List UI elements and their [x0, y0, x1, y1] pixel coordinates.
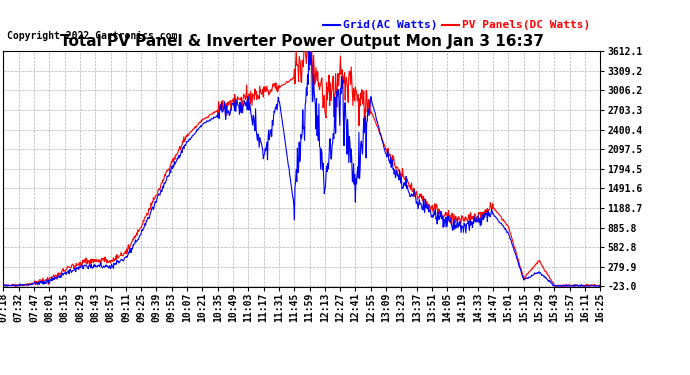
Legend: Grid(AC Watts), PV Panels(DC Watts): Grid(AC Watts), PV Panels(DC Watts) [319, 16, 595, 35]
Title: Total PV Panel & Inverter Power Output Mon Jan 3 16:37: Total PV Panel & Inverter Power Output M… [60, 34, 544, 50]
Text: Copyright 2022 Cartronics.com: Copyright 2022 Cartronics.com [7, 32, 177, 41]
